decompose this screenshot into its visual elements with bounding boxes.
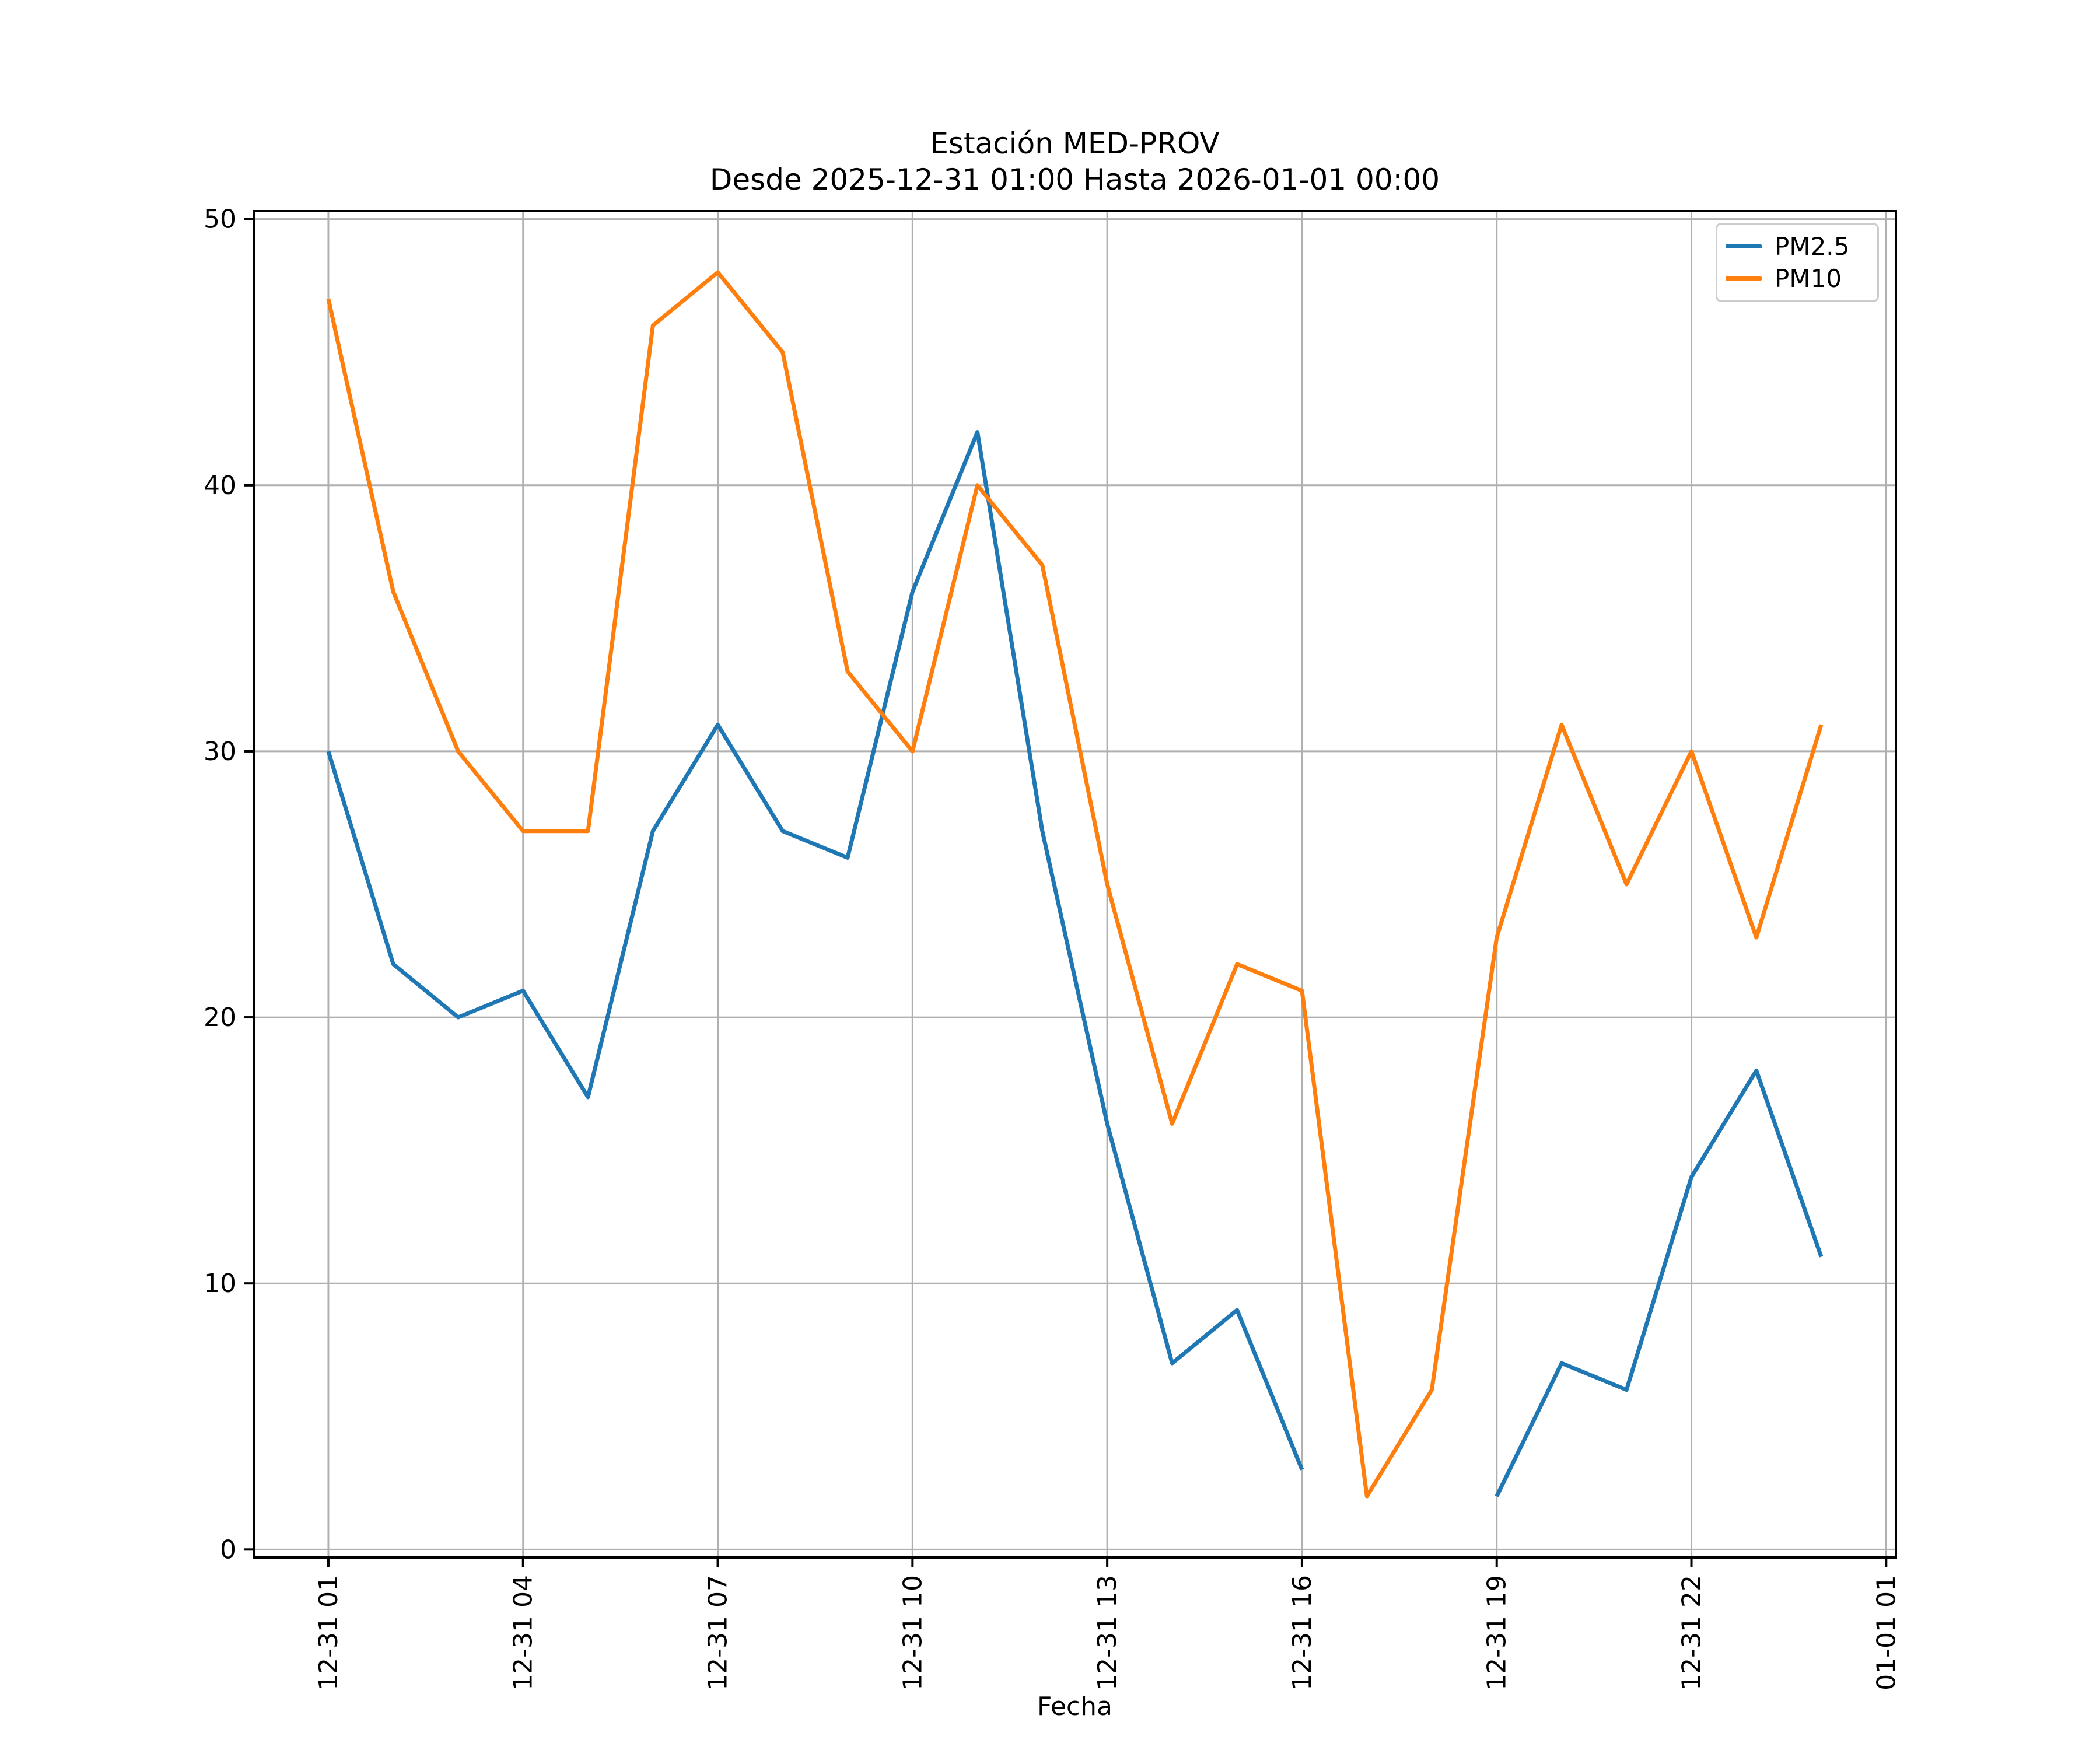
x-tick-label: 12-31 22 xyxy=(1677,1575,1707,1690)
legend: PM2.5 PM10 xyxy=(1716,223,1879,302)
legend-line-swatch xyxy=(1726,244,1762,249)
y-tick-label: 40 xyxy=(204,471,236,501)
chart-title: Estación MED-PROV Desde 2025-12-31 01:00… xyxy=(254,125,1896,198)
x-tick-label: 12-31 13 xyxy=(1093,1575,1122,1690)
x-tick-label: 12-31 19 xyxy=(1482,1575,1512,1690)
x-tick-label: 12-31 04 xyxy=(509,1575,538,1690)
legend-label: PM10 xyxy=(1774,264,1842,293)
x-tick-label: 12-31 01 xyxy=(314,1575,344,1690)
x-tick-label: 12-31 16 xyxy=(1287,1575,1317,1690)
legend-label: PM2.5 xyxy=(1774,232,1850,261)
axes-spines xyxy=(253,210,1897,1559)
y-tick-label: 0 xyxy=(220,1535,236,1564)
chart-title-line1: Estación MED-PROV xyxy=(930,127,1220,160)
series-line-pm25 xyxy=(1494,1068,1824,1497)
legend-item-pm10: PM10 xyxy=(1726,264,1869,293)
y-tick-label: 20 xyxy=(204,1003,236,1032)
x-tick-label: 12-31 10 xyxy=(898,1575,928,1690)
x-tick-label: 12-31 07 xyxy=(704,1575,733,1690)
x-tick-label: 01-01 01 xyxy=(1871,1575,1901,1690)
y-tick-label: 10 xyxy=(204,1269,236,1298)
y-tick-label: 50 xyxy=(204,205,236,235)
y-tick-label: 30 xyxy=(204,737,236,766)
legend-item-pm25: PM2.5 xyxy=(1726,232,1869,261)
legend-line-swatch xyxy=(1726,276,1762,281)
series-line-pm10 xyxy=(326,270,1824,1499)
chart-title-line2: Desde 2025-12-31 01:00 Hasta 2026-01-01 … xyxy=(709,163,1440,197)
x-axis-label: Fecha xyxy=(1037,1692,1112,1721)
series-line-pm25 xyxy=(326,430,1304,1471)
